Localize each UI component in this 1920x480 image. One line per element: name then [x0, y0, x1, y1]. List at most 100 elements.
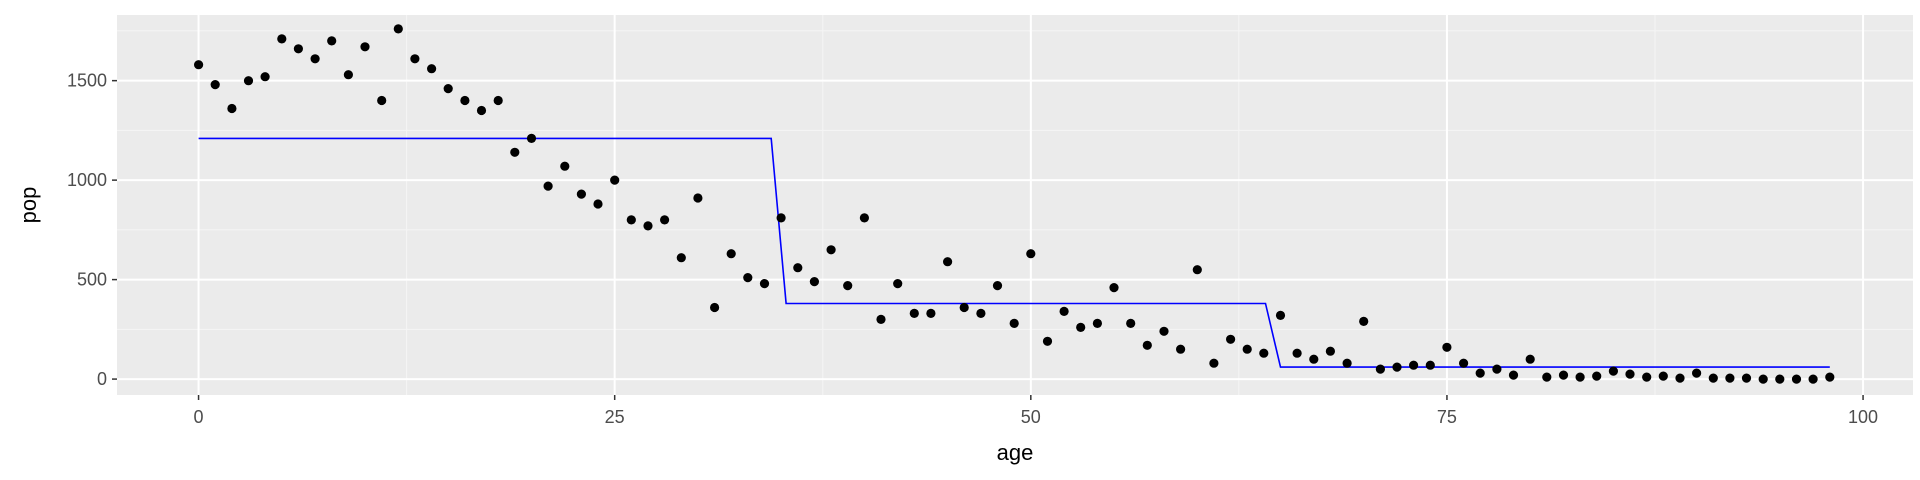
data-point: [1375, 364, 1385, 374]
data-point: [843, 281, 853, 291]
data-point: [310, 54, 320, 64]
data-point: [1059, 306, 1069, 316]
x-tick-labels: 0 25 50 75 100: [194, 407, 1879, 427]
data-point: [1242, 344, 1252, 354]
data-point: [643, 221, 653, 231]
y-tick-labels: 0 500 1000 1500: [67, 71, 107, 389]
data-point: [560, 161, 570, 171]
data-point: [610, 175, 620, 185]
data-point: [876, 314, 886, 324]
data-point: [1658, 371, 1668, 381]
data-point: [493, 95, 503, 106]
data-point: [1226, 334, 1236, 344]
x-tick-label: 75: [1437, 407, 1457, 427]
data-point: [776, 213, 786, 223]
data-point: [576, 189, 587, 199]
data-point: [1808, 374, 1818, 384]
grid-major: [117, 15, 1913, 395]
data-point: [1625, 369, 1635, 379]
step-line: [198, 137, 1830, 368]
data-point: [1442, 342, 1452, 352]
data-point: [227, 103, 237, 114]
data-point: [210, 80, 220, 90]
y-tick-label: 1000: [67, 170, 107, 190]
data-point: [1775, 374, 1785, 384]
step-line-series: [198, 137, 1830, 368]
data-point: [543, 181, 553, 191]
x-axis-title: age: [997, 440, 1034, 465]
data-point: [1508, 370, 1519, 380]
x-tick-label: 25: [605, 407, 625, 427]
data-point: [1692, 368, 1702, 378]
data-point: [1791, 374, 1802, 384]
data-point: [1092, 318, 1102, 328]
data-point: [1309, 354, 1319, 364]
data-point: [726, 249, 736, 259]
data-point: [693, 193, 703, 203]
data-point: [427, 64, 437, 74]
data-point: [1725, 373, 1735, 383]
data-point: [1675, 373, 1685, 383]
y-tick-label: 0: [97, 369, 107, 389]
data-point: [1142, 340, 1152, 350]
data-point: [343, 70, 353, 80]
data-point: [1126, 318, 1136, 328]
data-point: [1741, 373, 1752, 383]
data-point: [859, 213, 870, 223]
data-point: [1209, 358, 1219, 368]
axis-ticks: [112, 79, 1864, 400]
data-point: [1642, 372, 1652, 382]
data-point: [1409, 360, 1419, 370]
data-point: [510, 147, 520, 157]
data-point: [1292, 348, 1302, 358]
data-point: [277, 34, 287, 44]
data-point: [1042, 336, 1053, 346]
x-tick-label: 50: [1021, 407, 1041, 427]
data-point: [1425, 360, 1435, 370]
data-point: [593, 199, 603, 209]
y-tick-label: 500: [77, 270, 107, 290]
data-point: [893, 279, 903, 289]
data-point: [1275, 310, 1286, 320]
data-point: [1159, 326, 1169, 336]
data-point: [926, 308, 936, 318]
data-point: [377, 95, 387, 106]
data-point: [676, 253, 686, 263]
data-point: [992, 281, 1003, 291]
data-point: [1359, 316, 1369, 326]
plot-panel: [117, 15, 1913, 395]
data-point: [793, 263, 803, 273]
data-point: [526, 133, 537, 143]
data-point: [1325, 346, 1335, 356]
data-point: [660, 215, 670, 225]
data-point: [976, 308, 986, 318]
data-point: [1558, 370, 1569, 380]
data-point: [1492, 364, 1502, 374]
data-point: [1026, 249, 1036, 259]
grid-minor: [117, 15, 1913, 395]
data-point: [626, 215, 636, 225]
x-tick-label: 100: [1848, 407, 1878, 427]
scatter-point-series: [194, 24, 1835, 384]
data-point: [1076, 322, 1086, 332]
data-point: [460, 95, 470, 106]
x-tick-label: 0: [194, 407, 204, 427]
data-point: [1009, 318, 1019, 328]
data-point: [1192, 265, 1202, 275]
data-point: [476, 105, 487, 116]
data-point: [393, 24, 403, 34]
data-point: [360, 42, 370, 52]
data-point: [1459, 358, 1469, 368]
data-point: [1392, 362, 1402, 372]
data-point: [826, 245, 836, 255]
data-point: [809, 277, 820, 287]
data-point: [1575, 372, 1585, 382]
data-point: [1825, 372, 1835, 382]
data-point: [1608, 366, 1618, 376]
data-point: [1708, 373, 1718, 383]
data-point: [410, 54, 420, 64]
data-point: [943, 257, 953, 267]
data-point: [443, 84, 453, 94]
data-point: [759, 279, 770, 289]
